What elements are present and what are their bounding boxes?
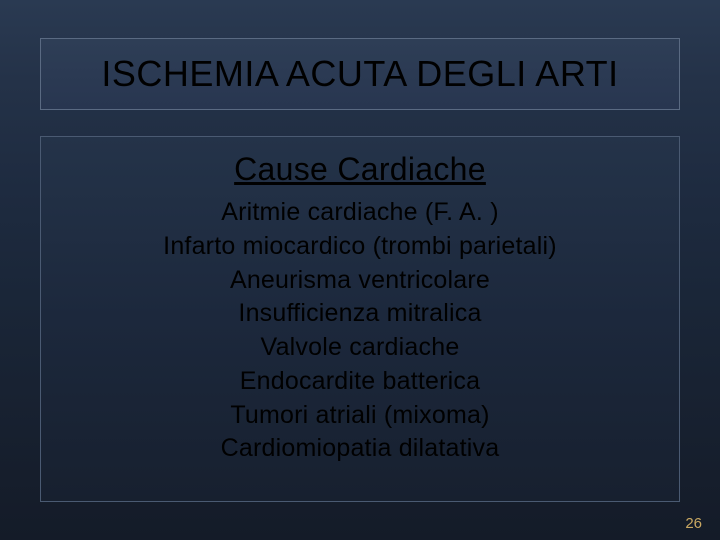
- list-item: Aritmie cardiache (F. A. ): [221, 196, 499, 230]
- list-item: Tumori atriali (mixoma): [230, 399, 489, 433]
- list-item: Insufficienza mitralica: [238, 297, 481, 331]
- list-item: Endocardite batterica: [240, 365, 480, 399]
- list-item: Infarto miocardico (trombi parietali): [163, 230, 557, 264]
- title-box: ISCHEMIA ACUTA DEGLI ARTI: [40, 38, 680, 110]
- slide-title: ISCHEMIA ACUTA DEGLI ARTI: [101, 53, 618, 95]
- page-number: 26: [685, 515, 702, 532]
- cause-list: Aritmie cardiache (F. A. ) Infarto mioca…: [163, 196, 557, 466]
- list-item: Cardiomiopatia dilatativa: [221, 432, 500, 466]
- slide-subtitle: Cause Cardiache: [234, 151, 486, 188]
- content-box: Cause Cardiache Aritmie cardiache (F. A.…: [40, 136, 680, 502]
- list-item: Valvole cardiache: [261, 331, 460, 365]
- list-item: Aneurisma ventricolare: [230, 264, 490, 298]
